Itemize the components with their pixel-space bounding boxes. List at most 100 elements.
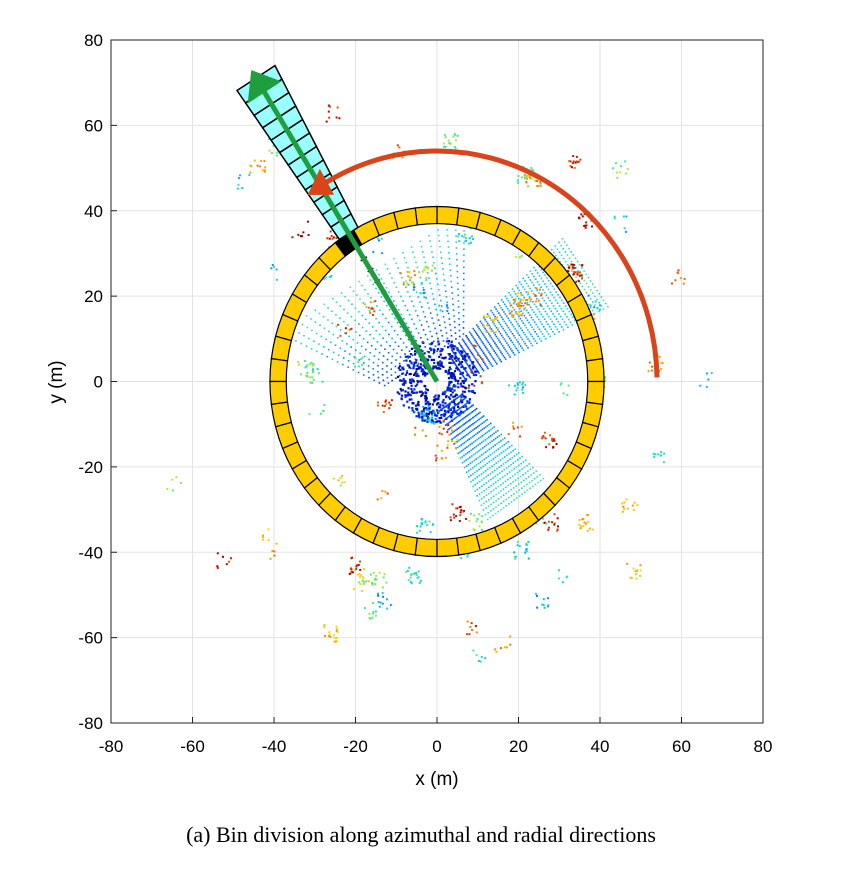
scan-point: [472, 422, 474, 425]
scan-point: [516, 382, 519, 385]
scan-point: [626, 168, 629, 171]
scan-point: [512, 316, 515, 319]
scan-point: [335, 629, 338, 632]
scan-point: [409, 279, 412, 282]
scan-point: [505, 305, 508, 308]
scan-point: [480, 448, 482, 451]
scan-point: [473, 391, 476, 395]
scan-point: [396, 391, 399, 394]
scan-point: [412, 366, 415, 369]
scan-point: [337, 336, 339, 339]
scan-point: [442, 268, 444, 270]
scan-point: [381, 602, 384, 605]
scan-point: [413, 352, 417, 356]
scan-point: [551, 521, 554, 524]
scan-point: [466, 372, 469, 375]
scan-point: [513, 493, 515, 495]
scan-point: [504, 474, 506, 477]
scan-point: [429, 355, 432, 359]
scan-point: [662, 461, 665, 464]
scan-point: [436, 444, 439, 447]
scan-point: [527, 540, 530, 543]
scan-point: [591, 225, 594, 228]
scan-point: [453, 315, 455, 317]
scan-point: [511, 456, 514, 459]
scan-point: [415, 359, 418, 362]
scan-point: [471, 405, 473, 407]
scan-point: [536, 289, 539, 292]
scan-point: [310, 348, 313, 350]
scan-point: [399, 368, 402, 371]
scan-point: [511, 314, 513, 316]
scan-point: [622, 215, 625, 218]
scan-point: [420, 390, 423, 393]
scan-point: [516, 426, 519, 429]
scan-point: [524, 324, 526, 327]
scan-point: [411, 391, 415, 394]
scan-point: [342, 357, 345, 359]
scan-point: [489, 428, 492, 431]
scan-point: [476, 419, 479, 422]
scan-point: [475, 370, 478, 373]
scan-point: [345, 343, 348, 345]
scan-point: [478, 493, 481, 495]
scan-point: [454, 429, 457, 432]
scan-point: [556, 328, 559, 331]
scan-point: [411, 354, 414, 357]
scan-point: [396, 333, 399, 336]
scan-point: [352, 362, 355, 365]
scan-point: [472, 389, 475, 393]
scan-point: [443, 392, 446, 396]
scan-point: [591, 528, 594, 531]
scan-point: [621, 502, 624, 505]
scan-point: [323, 277, 326, 280]
scan-point: [381, 592, 384, 595]
scan-point: [476, 451, 479, 453]
scan-point: [455, 253, 458, 255]
scan-point: [467, 426, 470, 428]
scan-point: [522, 331, 525, 334]
scan-point: [275, 154, 278, 157]
scan-point: [269, 557, 272, 560]
scan-point: [502, 506, 505, 509]
scan-point: [517, 175, 520, 178]
scan-point: [432, 340, 435, 343]
scan-point: [527, 338, 529, 340]
scan-point: [494, 333, 497, 336]
scan-point: [459, 352, 461, 355]
scan-point: [417, 332, 420, 334]
scan-point: [484, 470, 487, 472]
scan-point: [358, 280, 360, 283]
scan-point: [428, 355, 431, 357]
scan-point: [449, 389, 452, 393]
scan-point: [457, 434, 459, 436]
scan-point: [414, 350, 417, 353]
scan-point: [437, 411, 440, 414]
scan-point: [504, 358, 507, 361]
scan-point: [450, 420, 452, 423]
scan-point: [470, 474, 472, 477]
scan-point: [422, 288, 425, 291]
scan-point: [460, 372, 463, 375]
scan-point: [450, 361, 453, 365]
scan-point: [477, 462, 480, 465]
scan-point: [524, 472, 527, 474]
scan-point: [465, 239, 468, 242]
scan-point: [596, 298, 598, 301]
scan-point: [522, 312, 524, 315]
scan-point: [504, 348, 506, 351]
scan-point: [474, 440, 477, 442]
scan-point: [446, 309, 449, 312]
scan-point: [558, 305, 561, 307]
scan-point: [538, 310, 541, 313]
scan-point: [500, 496, 502, 498]
scan-point: [548, 315, 550, 318]
scan-point: [534, 331, 536, 333]
scan-point: [408, 566, 411, 569]
scan-point: [414, 426, 417, 429]
scan-point: [435, 420, 438, 424]
scan-point: [426, 420, 429, 423]
scan-point: [437, 234, 440, 237]
scan-point: [509, 635, 512, 638]
scan-point: [416, 576, 419, 579]
